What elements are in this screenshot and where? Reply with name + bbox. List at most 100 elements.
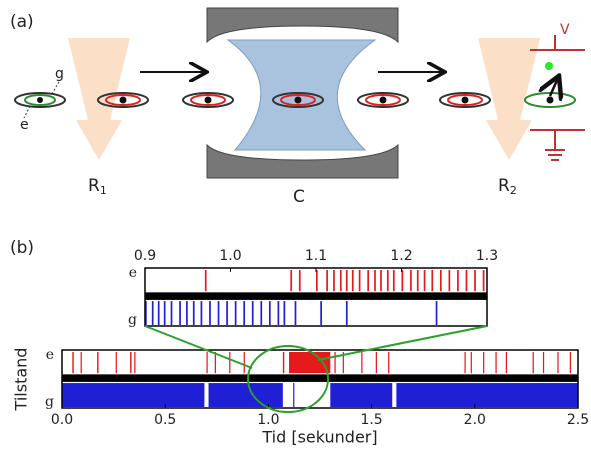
electron <box>545 62 553 70</box>
event <box>299 270 301 291</box>
x-tick-label: 0.5 <box>154 412 176 428</box>
event <box>374 270 376 291</box>
x-tick-label: 2.5 <box>567 412 589 428</box>
event <box>226 301 228 325</box>
separator <box>145 292 487 300</box>
event <box>417 270 419 291</box>
event <box>283 352 284 373</box>
event <box>388 352 389 373</box>
event <box>346 270 348 291</box>
event <box>340 270 342 291</box>
separator <box>62 374 578 382</box>
event <box>436 301 438 325</box>
event <box>376 352 377 373</box>
event <box>229 352 230 373</box>
event <box>97 352 98 373</box>
event <box>474 270 476 291</box>
event <box>543 352 544 373</box>
x-tick-label: 1.0 <box>219 248 241 264</box>
x-tick-label: 1.3 <box>476 248 498 264</box>
event <box>570 352 571 373</box>
event <box>359 270 361 291</box>
event <box>352 270 354 291</box>
zone-label: R2 <box>498 176 517 197</box>
event <box>193 301 195 325</box>
event <box>334 352 335 373</box>
event <box>201 301 203 325</box>
mirror-top <box>207 8 398 42</box>
y-axis-title: Tilstand <box>12 348 31 412</box>
event <box>440 270 442 291</box>
event <box>278 301 280 325</box>
event <box>179 301 181 325</box>
panel-label: (a) <box>10 12 34 32</box>
excited-label: e <box>20 117 29 133</box>
event <box>457 270 459 291</box>
ground-label: g <box>55 66 64 82</box>
event <box>333 270 335 291</box>
event <box>252 301 254 325</box>
event <box>316 270 318 291</box>
event <box>293 383 294 407</box>
y-tick-label: g <box>45 394 54 410</box>
event <box>269 301 271 325</box>
y-tick-label: g <box>128 312 137 328</box>
x-axis-title: Tid [sekunder] <box>261 428 377 447</box>
event <box>81 352 82 373</box>
event <box>186 301 188 325</box>
event <box>130 352 131 373</box>
x-tick-label: 2.0 <box>464 412 486 428</box>
event <box>235 301 237 325</box>
event <box>152 301 154 325</box>
event <box>402 270 404 291</box>
event <box>243 301 245 325</box>
event <box>158 301 160 325</box>
event <box>205 270 207 291</box>
event <box>471 352 472 373</box>
x-tick-label: 0.0 <box>51 412 73 428</box>
event <box>244 352 245 373</box>
event <box>116 352 117 373</box>
event <box>72 352 73 373</box>
cavity-label: C <box>293 187 305 207</box>
event <box>320 301 322 325</box>
event <box>483 352 484 373</box>
event <box>557 352 558 373</box>
x-tick-label: 1.1 <box>305 248 327 264</box>
event <box>495 352 496 373</box>
y-tick-label: e <box>129 265 137 281</box>
pump-zone-2 <box>478 38 540 160</box>
x-tick-label: 1.2 <box>390 248 412 264</box>
event <box>290 270 292 291</box>
event <box>483 270 485 291</box>
event <box>410 270 412 291</box>
event <box>295 301 297 325</box>
event <box>206 352 207 373</box>
detector <box>530 35 585 160</box>
event <box>209 383 283 407</box>
event <box>393 270 395 291</box>
panel-label: (b) <box>10 238 34 258</box>
event <box>164 301 166 325</box>
event <box>361 352 362 373</box>
event <box>466 270 468 291</box>
event <box>346 301 348 325</box>
event <box>431 270 433 291</box>
event <box>367 270 369 291</box>
leader <box>52 80 60 94</box>
event <box>396 383 578 407</box>
event <box>449 270 451 291</box>
zone-base: R <box>88 176 100 196</box>
event <box>380 270 382 291</box>
zone-sub: 1 <box>100 184 107 197</box>
voltage-label: V <box>560 22 570 38</box>
event <box>215 352 216 373</box>
x-tick-label: 0.9 <box>134 248 156 264</box>
event <box>330 383 392 407</box>
event <box>464 352 465 373</box>
event <box>209 301 211 325</box>
event <box>424 270 426 291</box>
zone-label: R1 <box>88 176 107 197</box>
event <box>134 352 135 373</box>
event <box>506 352 507 373</box>
